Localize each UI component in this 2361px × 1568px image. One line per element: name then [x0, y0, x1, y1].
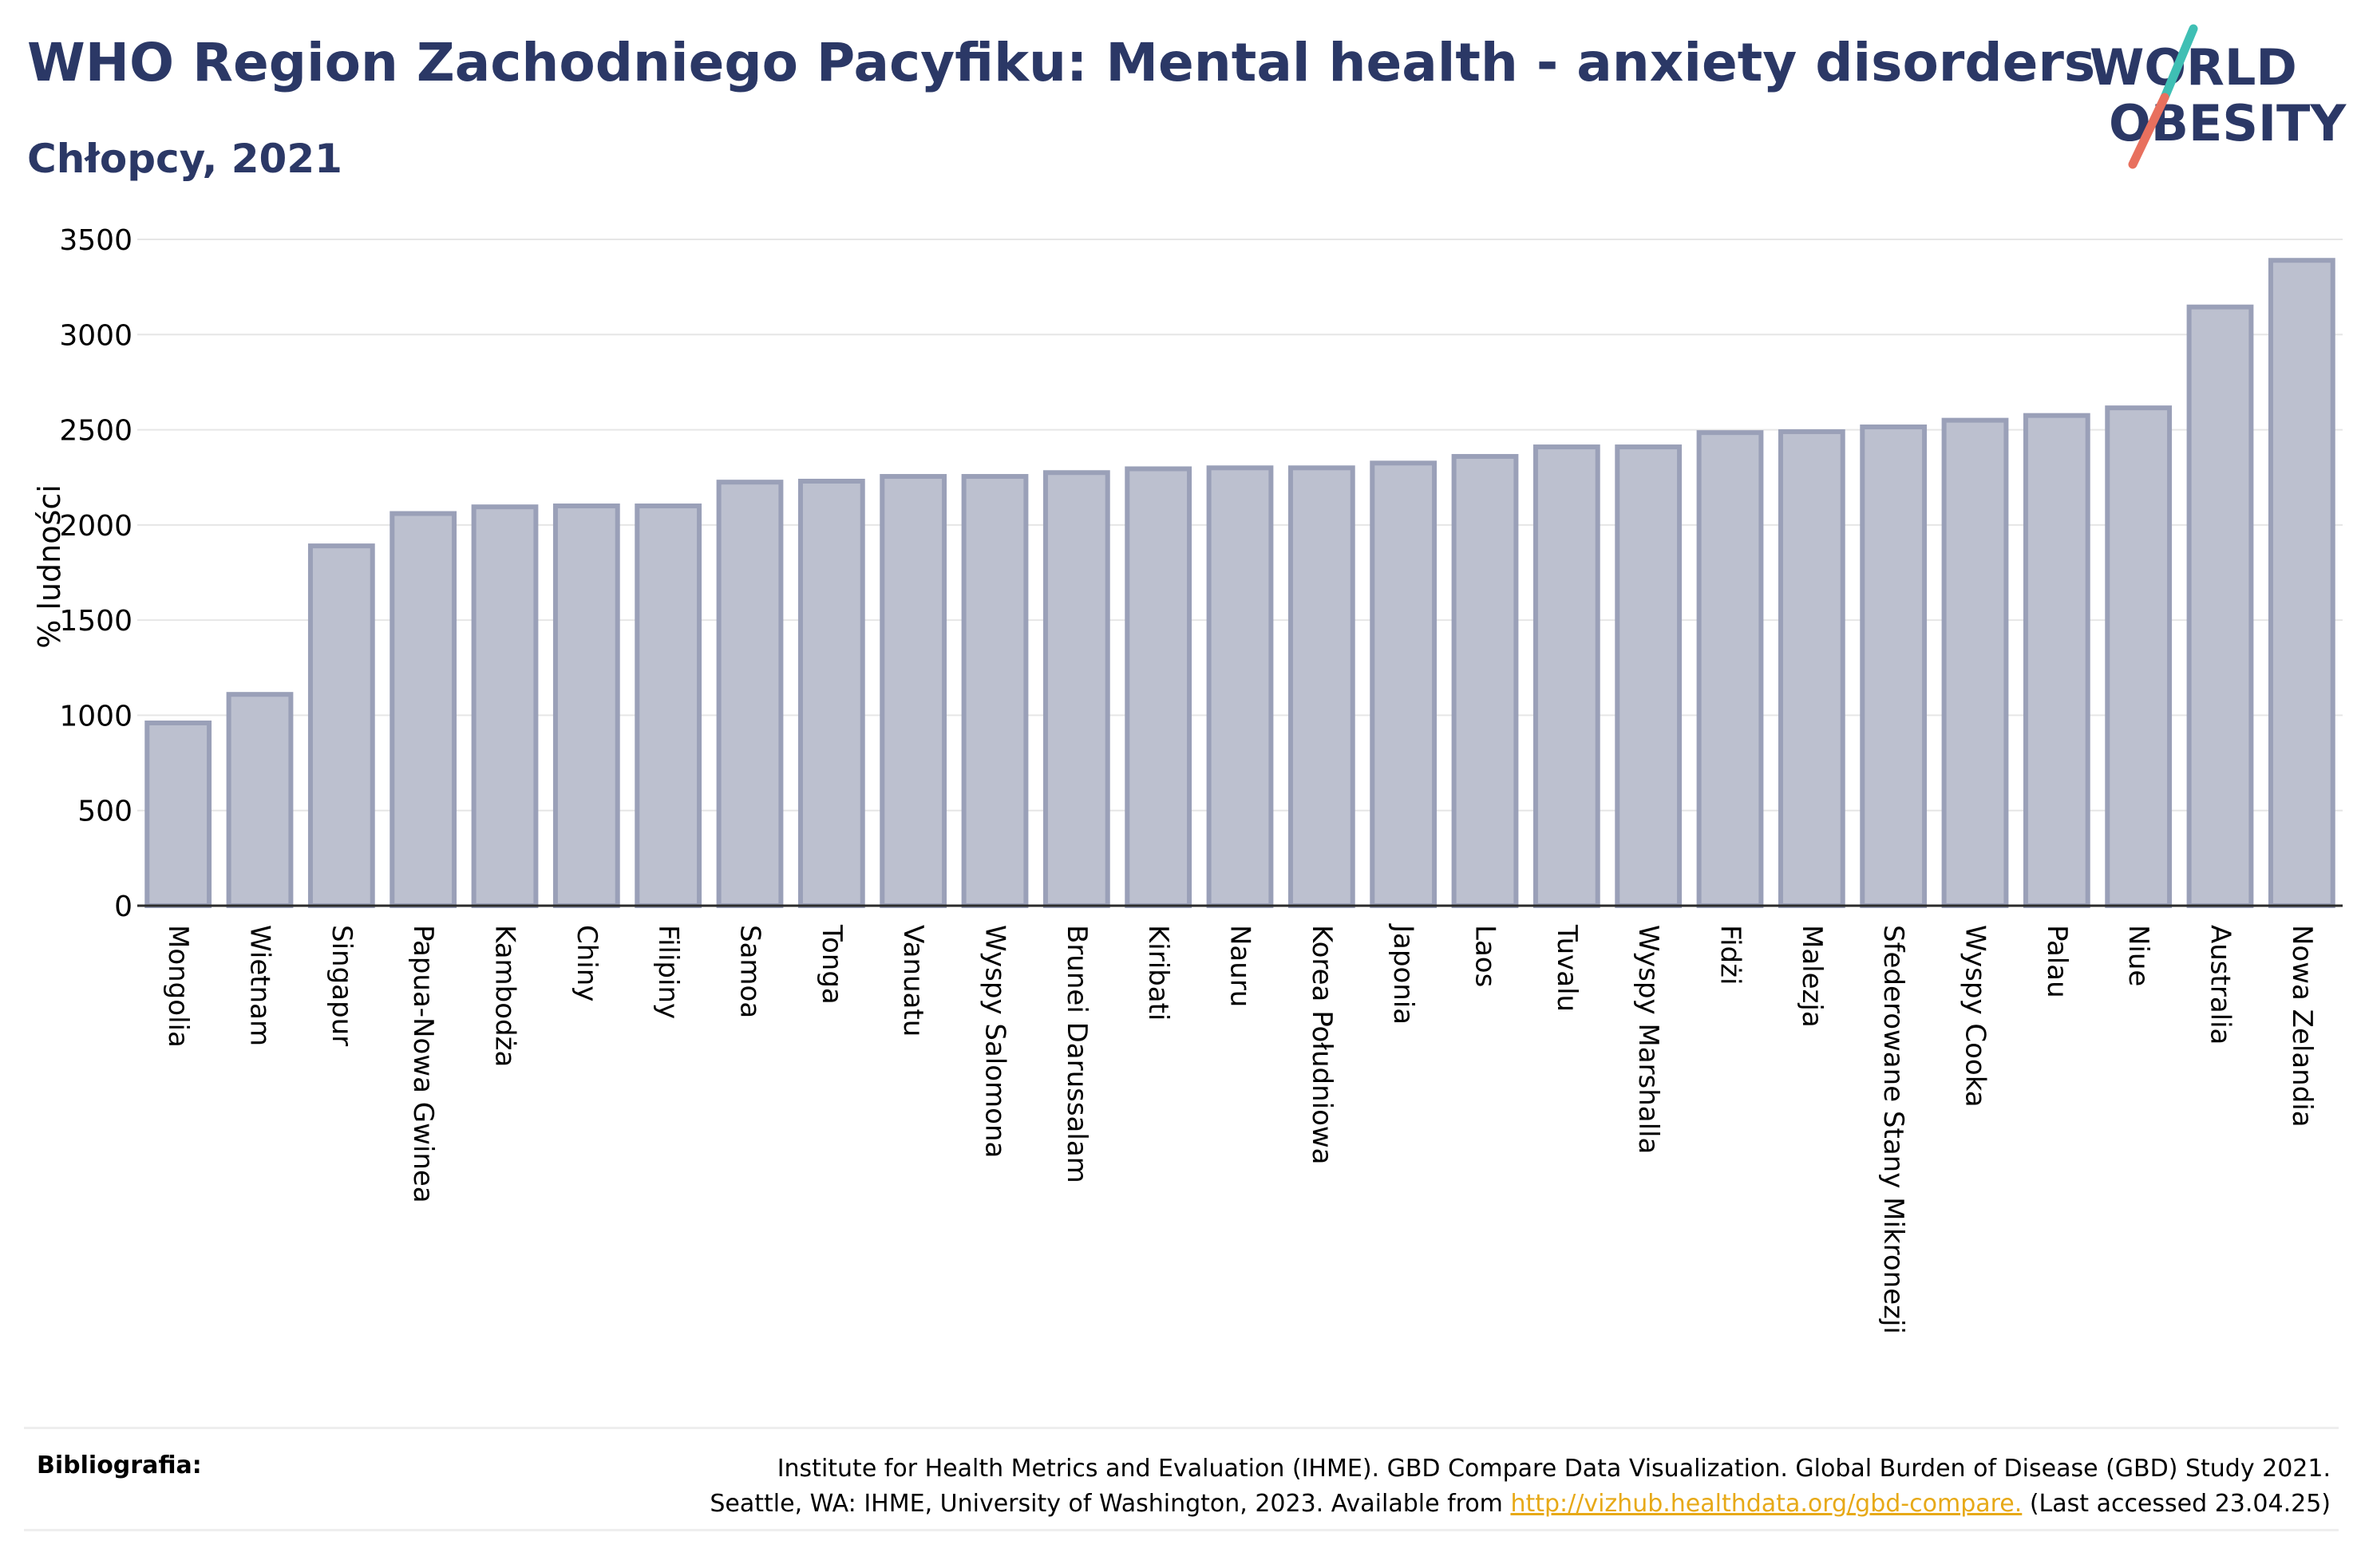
y-tick-label: 500 [77, 796, 132, 828]
x-tick-label: Nowa Zelandia [2286, 925, 2318, 1128]
bar-chart: 0 500 1000 1500 2000 2500 3000 3500 Mongolia Wie… [32, 224, 2343, 1334]
x-tick-label: Wietnam [244, 925, 276, 1046]
bar [635, 504, 702, 908]
bar [2023, 413, 2090, 908]
x-tick-label: Brunei Darussalam [1061, 925, 1093, 1183]
bar [1370, 460, 1438, 908]
bar [1125, 466, 1192, 908]
bar [1696, 430, 1764, 908]
x-tick-label: Singapur [326, 925, 358, 1046]
bibliography-line2-suffix: (Last accessed 23.04.25) [2022, 1490, 2331, 1518]
x-tick-label: Papua-Nowa Gwinea [407, 925, 439, 1203]
bar [2268, 258, 2335, 908]
x-tick-label: Tuvalu [1551, 924, 1583, 1012]
bar [1042, 470, 1110, 908]
logo-line1: WORLD [2090, 38, 2297, 97]
bar [307, 543, 375, 908]
y-tick-label: 3500 [59, 224, 132, 257]
bar [2105, 405, 2173, 908]
bar [552, 504, 620, 908]
x-tick-label: Wyspy Cooka [1960, 925, 1991, 1108]
chart-subtitle: Chłopcy, 2021 [27, 136, 342, 182]
x-tick-label: Niue [2122, 925, 2154, 986]
y-tick-label: 1500 [59, 605, 132, 638]
x-tick-label: Korea Południowa [1306, 925, 1338, 1165]
y-axis-label: % ludności [32, 484, 67, 649]
bar [961, 474, 1029, 908]
x-tick-label: Mongolia [162, 925, 194, 1048]
bibliography-line1: Institute for Health Metrics and Evaluat… [777, 1455, 2331, 1483]
x-tick-label: Nauru [1224, 925, 1256, 1007]
bar [797, 478, 865, 908]
y-tick-label: 2500 [59, 415, 132, 448]
x-tick-label: Fidżi [1714, 925, 1746, 985]
bars [144, 258, 2335, 909]
x-tick-label: Wyspy Salomona [979, 925, 1011, 1158]
x-tick-label: Filipiny [652, 925, 684, 1019]
y-tick-label: 3000 [59, 319, 132, 352]
x-tick-label: Vanuatu [897, 925, 929, 1037]
x-tick-label: Japonia [1387, 923, 1419, 1025]
x-tick-label: Australia [2205, 925, 2236, 1045]
bibliography-line2-prefix: Seattle, WA: IHME, University of Washing… [710, 1490, 1511, 1518]
x-tick-label: Chiny [571, 925, 603, 1001]
bar [226, 692, 294, 909]
x-tick-label: Laos [1469, 925, 1501, 987]
bar [144, 720, 212, 908]
bar [471, 504, 539, 908]
x-tick-label: Malezja [1796, 925, 1828, 1028]
bar [390, 511, 457, 908]
logo-slash-top [2160, 24, 2198, 102]
bar [1860, 424, 1928, 908]
y-tick-label: 1000 [59, 700, 132, 733]
bar [880, 474, 947, 908]
x-tick-label: Kiribati [1142, 925, 1174, 1021]
x-tick-label: Sfederowane Stany Mikronezji [1877, 925, 1909, 1334]
y-axis-ticks: 0 500 1000 1500 2000 2500 3000 3500 [59, 224, 132, 923]
chart-title: WHO Region Zachodniego Pacyfiku: Mental … [27, 32, 2096, 93]
bar [1941, 417, 2009, 908]
footer: Bibliografia: Institute for Health Metri… [24, 1427, 2339, 1531]
x-tick-label: Kambodża [489, 925, 521, 1067]
bibliography-link[interactable]: http://vizhub.healthdata.org/gbd-compare… [1510, 1490, 2023, 1518]
logo-slash-bottom [2128, 93, 2169, 169]
bar [1206, 465, 1274, 908]
bibliography-text: Institute for Health Metrics and Evaluat… [710, 1451, 2331, 1522]
bibliography-line2: Seattle, WA: IHME, University of Washing… [710, 1487, 2331, 1522]
world-obesity-logo: WORLD OBESITY [2090, 24, 2347, 169]
x-tick-label: Palau [2041, 925, 2073, 998]
x-tick-label: Tonga [816, 924, 848, 1005]
x-tick-label: Samoa [734, 925, 766, 1018]
x-axis-ticks: Mongolia Wietnam Singapur Papua-Nowa Gwinea… [162, 923, 2318, 1334]
bar [1287, 465, 1355, 908]
bar [2186, 304, 2254, 908]
bar [1532, 444, 1600, 908]
bar [1451, 453, 1519, 908]
bibliography-label: Bibliografia: [37, 1451, 202, 1479]
y-tick-label: 0 [114, 891, 132, 923]
y-tick-label: 2000 [59, 510, 132, 543]
bar [1778, 429, 1845, 908]
bar [1615, 444, 1683, 908]
x-tick-label: Wyspy Marshalla [1632, 925, 1664, 1154]
bar [716, 480, 784, 908]
